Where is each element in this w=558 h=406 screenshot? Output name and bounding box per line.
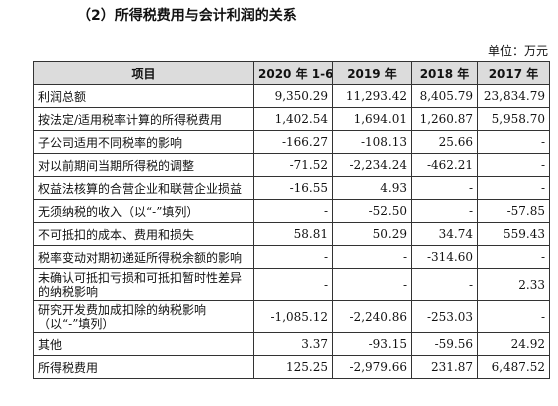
cell-value: - (253, 245, 333, 269)
cell-value: 231.87 (411, 355, 478, 379)
cell-value: 24.92 (477, 332, 550, 356)
cell-value: - (477, 245, 550, 269)
row-label: 对以前期间当期所得税的调整 (33, 153, 254, 177)
table-row: 按法定/适用税率计算的所得税费用 1,402.54 1,694.01 1,260… (33, 107, 550, 131)
cell-value: 23,834.79 (477, 84, 550, 108)
row-label: 所得税费用 (33, 355, 254, 379)
table-row: 利润总额 9,350.29 11,293.42 8,405.79 23,834.… (33, 84, 550, 108)
row-label: 不可抵扣的成本、费用和损失 (33, 222, 254, 246)
header-2019: 2019 年 (332, 61, 412, 85)
cell-value: -462.21 (411, 153, 478, 177)
row-label: 其他 (33, 332, 254, 356)
cell-value: 2.33 (477, 268, 550, 301)
cell-value: 559.43 (477, 222, 550, 246)
cell-value: - (477, 176, 550, 200)
cell-value: -1,085.12 (253, 300, 333, 333)
table-row: 不可抵扣的成本、费用和损失 58.81 50.29 34.74 559.43 (33, 222, 550, 246)
table-row: 其他 3.37 -93.15 -59.56 24.92 (33, 332, 550, 356)
cell-value: 6,487.52 (477, 355, 550, 379)
cell-value: -59.56 (411, 332, 478, 356)
cell-value: 25.66 (411, 130, 478, 154)
tax-reconciliation-table: 项目 2020 年 1-6 月 2019 年 2018 年 2017 年 利润总… (33, 61, 550, 379)
table-row: 无须纳税的收入（以“-”填列） - -52.50 - -57.85 (33, 199, 550, 223)
row-label: 权益法核算的合营企业和联营企业损益 (33, 176, 254, 200)
cell-value: 34.74 (411, 222, 478, 246)
cell-value: -52.50 (332, 199, 412, 223)
header-item: 项目 (33, 61, 254, 85)
cell-value: - (253, 199, 333, 223)
cell-value: -93.15 (332, 332, 412, 356)
cell-value: 1,694.01 (332, 107, 412, 131)
cell-value: -108.13 (332, 130, 412, 154)
row-label: 研究开发费加成扣除的纳税影响（以“-”填列） (33, 300, 254, 333)
section-title: （2）所得税费用与会计利润的关系 (77, 8, 297, 24)
cell-value: 4.93 (332, 176, 412, 200)
table-row-total: 所得税费用 125.25 -2,979.66 231.87 6,487.52 (33, 355, 550, 379)
cell-value: - (477, 300, 550, 333)
header-2017: 2017 年 (477, 61, 550, 85)
table-header-row: 项目 2020 年 1-6 月 2019 年 2018 年 2017 年 (33, 61, 550, 85)
cell-value: 50.29 (332, 222, 412, 246)
unit-label: 单位：万元 (487, 44, 548, 58)
cell-value: - (332, 245, 412, 269)
cell-value: 1,260.87 (411, 107, 478, 131)
row-label: 未确认可抵扣亏损和可抵扣暂时性差异的纳税影响 (33, 268, 254, 301)
cell-value: - (477, 130, 550, 154)
cell-value: -166.27 (253, 130, 333, 154)
cell-value: -2,234.24 (332, 153, 412, 177)
cell-value: -57.85 (477, 199, 550, 223)
cell-value: -253.03 (411, 300, 478, 333)
row-label: 税率变动对期初递延所得税余额的影响 (33, 245, 254, 269)
row-label: 无须纳税的收入（以“-”填列） (33, 199, 254, 223)
cell-value: 125.25 (253, 355, 333, 379)
row-label: 利润总额 (33, 84, 254, 108)
cell-value: 58.81 (253, 222, 333, 246)
table-row: 研究开发费加成扣除的纳税影响（以“-”填列） -1,085.12 -2,240.… (33, 300, 550, 333)
cell-value: 8,405.79 (411, 84, 478, 108)
header-2018: 2018 年 (411, 61, 478, 85)
row-label: 子公司适用不同税率的影响 (33, 130, 254, 154)
cell-value: -16.55 (253, 176, 333, 200)
table-row: 对以前期间当期所得税的调整 -71.52 -2,234.24 -462.21 - (33, 153, 550, 177)
cell-value: - (332, 268, 412, 301)
cell-value: 9,350.29 (253, 84, 333, 108)
cell-value: - (411, 176, 478, 200)
table-row: 税率变动对期初递延所得税余额的影响 - - -314.60 - (33, 245, 550, 269)
row-label: 按法定/适用税率计算的所得税费用 (33, 107, 254, 131)
header-2020h1: 2020 年 1-6 月 (253, 61, 333, 85)
cell-value: 3.37 (253, 332, 333, 356)
table-row: 子公司适用不同税率的影响 -166.27 -108.13 25.66 - (33, 130, 550, 154)
table-row: 权益法核算的合营企业和联营企业损益 -16.55 4.93 - - (33, 176, 550, 200)
cell-value: - (477, 153, 550, 177)
cell-value: -314.60 (411, 245, 478, 269)
cell-value: - (411, 268, 478, 301)
cell-value: - (411, 199, 478, 223)
cell-value: - (253, 268, 333, 301)
table-row: 未确认可抵扣亏损和可抵扣暂时性差异的纳税影响 - - - 2.33 (33, 268, 550, 301)
cell-value: -71.52 (253, 153, 333, 177)
cell-value: -2,979.66 (332, 355, 412, 379)
cell-value: -2,240.86 (332, 300, 412, 333)
cell-value: 1,402.54 (253, 107, 333, 131)
cell-value: 11,293.42 (332, 84, 412, 108)
cell-value: 5,958.70 (477, 107, 550, 131)
